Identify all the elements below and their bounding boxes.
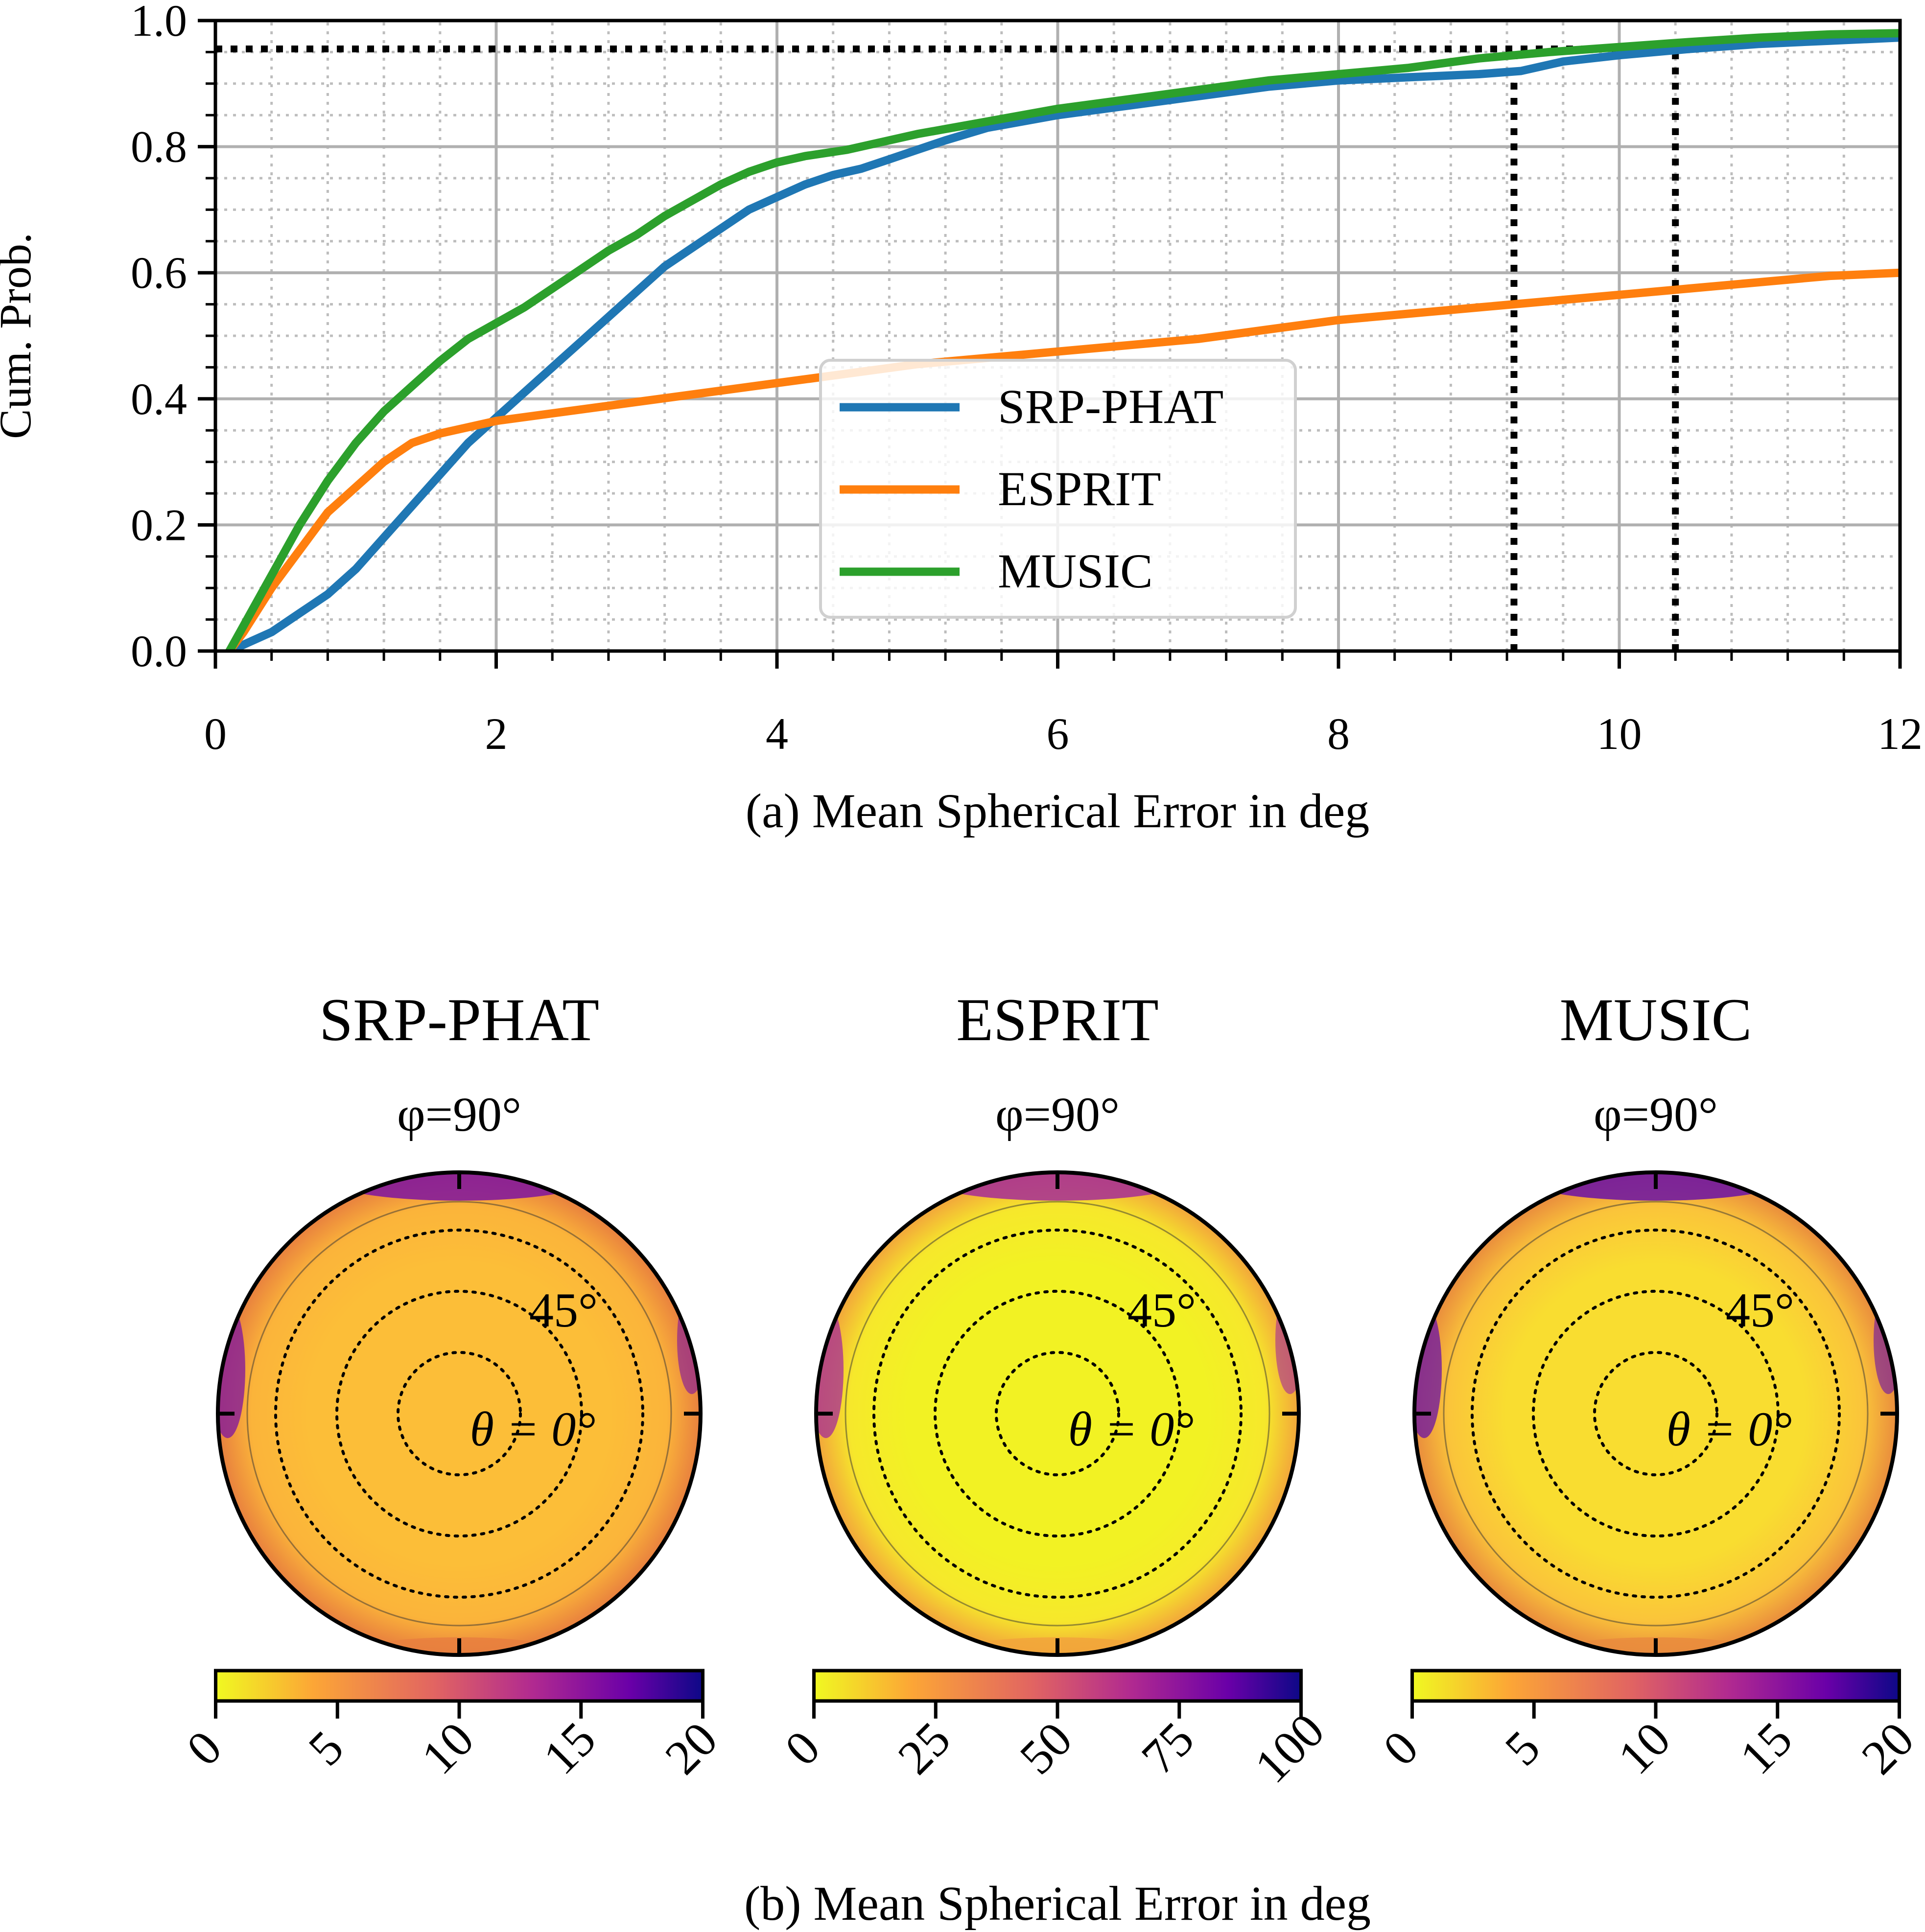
polar-heatmap xyxy=(218,1172,701,1655)
legend: SRP-PHAT ESPRIT MUSIC xyxy=(819,359,1297,619)
polar-ring-label: 45° xyxy=(1726,1283,1794,1337)
series-line-music xyxy=(225,29,1900,651)
hotspot-left xyxy=(1414,1301,1442,1438)
y-tick-labels: 0.0 0.2 0.4 0.6 0.8 1.0 xyxy=(131,0,187,676)
colorbar-tick-label: 20 xyxy=(655,1712,728,1785)
y-tick-label: 1.0 xyxy=(131,0,187,46)
polar-heatmap xyxy=(1414,1172,1897,1655)
legend-box xyxy=(819,359,1297,619)
polar-top-label: φ=90° xyxy=(995,1087,1120,1141)
colorbar-tick-label: 15 xyxy=(1729,1712,1802,1785)
polar-title: MUSIC xyxy=(1560,986,1752,1053)
legend-label: ESPRIT xyxy=(998,462,1161,516)
colorbar-tick-label: 0 xyxy=(176,1720,232,1776)
polar-ring-label: 45° xyxy=(1127,1283,1196,1337)
y-tick-label: 0.0 xyxy=(131,626,187,676)
polar-grid-ring xyxy=(995,1351,1120,1476)
polar-grid-ring xyxy=(934,1290,1181,1537)
x-tick-label: 0 xyxy=(204,709,227,759)
polar-center-label: θ = 0° xyxy=(1667,1402,1792,1456)
hotspot-right xyxy=(1874,1286,1897,1394)
y-tick-label: 0.8 xyxy=(131,122,187,172)
polar-x-label: (b) Mean Spherical Error in deg xyxy=(744,1876,1371,1931)
colorbar-tick-label: 10 xyxy=(411,1712,484,1785)
reference-lines xyxy=(215,45,1679,651)
y-tick-label: 0.2 xyxy=(131,500,187,550)
polar-grid-ring xyxy=(1593,1351,1718,1476)
series-line-srp-phat xyxy=(225,33,1900,651)
colorbar-tick-label: 20 xyxy=(1851,1712,1924,1785)
colorbar-tick-label: 75 xyxy=(1131,1712,1204,1785)
y-tick-label: 0.4 xyxy=(131,374,187,424)
x-axis-label: (a) Mean Spherical Error in deg xyxy=(746,784,1369,838)
polar-panels: SRP-PHAT φ=90° 45° θ = 0° 0 5 10 15 20 ESPRIT φ=90… xyxy=(176,986,1925,1793)
polar-grid-ring xyxy=(397,1351,522,1476)
polar-grid-ring xyxy=(872,1229,1243,1599)
polar-center-label: θ = 0° xyxy=(1068,1402,1194,1456)
hotspot-left xyxy=(218,1301,245,1438)
cdf-panel: 0 2 4 6 8 10 12 0.00.20.40.60.81.0 Cum. Prob. … xyxy=(0,0,1923,838)
polar-title: ESPRIT xyxy=(956,986,1158,1053)
x-tick-label: 4 xyxy=(766,709,788,759)
polar-heatmap xyxy=(816,1172,1299,1655)
polar-grid-ring xyxy=(1532,1290,1780,1537)
colorbar xyxy=(812,1669,1303,1703)
polar-plot-srp-phat: SRP-PHAT φ=90° 45° θ = 0° 0 5 10 15 20 xyxy=(176,986,728,1785)
x-tick-label: 10 xyxy=(1597,709,1642,759)
polar-plot-esprit: ESPRIT φ=90° 45° θ = 0° 0 25 50 75 100 xyxy=(775,986,1335,1793)
colorbar-tick-label: 0 xyxy=(775,1720,830,1776)
x-tick-label: 6 xyxy=(1047,709,1069,759)
legend-label: SRP-PHAT xyxy=(998,379,1223,434)
y-axis-label: Cum. Prob. xyxy=(0,233,40,439)
colorbar-tick-label: 100 xyxy=(1244,1703,1335,1793)
y-tick-label: 0.6 xyxy=(131,248,187,298)
colorbar-tick-label: 50 xyxy=(1009,1712,1082,1785)
polar-grid-ring xyxy=(335,1290,583,1537)
colorbar-tick-label: 0 xyxy=(1373,1720,1429,1776)
polar-center-label: θ = 0° xyxy=(470,1402,596,1456)
colorbar-tick-label: 15 xyxy=(533,1712,606,1785)
hotspot-right xyxy=(1275,1286,1299,1394)
colorbar-tick-label: 5 xyxy=(1495,1720,1550,1776)
legend-label: MUSIC xyxy=(998,544,1153,598)
x-tick-label: 8 xyxy=(1327,709,1350,759)
colorbar-tick-label: 5 xyxy=(298,1720,354,1776)
colorbar xyxy=(1410,1669,1901,1703)
contour-line xyxy=(1443,1201,1869,1627)
polar-plot-music: MUSIC φ=90° 45° θ = 0° 0 5 10 15 20 xyxy=(1373,986,1925,1785)
polar-ring-label: 45° xyxy=(529,1283,598,1337)
hotspot-right xyxy=(677,1286,701,1394)
colorbar xyxy=(214,1669,704,1703)
axis-ticks xyxy=(198,19,1902,669)
polar-top-label: φ=90° xyxy=(1594,1087,1718,1141)
polar-title: SRP-PHAT xyxy=(319,986,599,1053)
contour-line xyxy=(246,1201,672,1627)
polar-top-label: φ=90° xyxy=(397,1087,521,1141)
x-tick-label: 12 xyxy=(1878,709,1923,759)
polar-grid-ring xyxy=(1471,1229,1841,1599)
legend-entries: SRP-PHAT ESPRIT MUSIC xyxy=(840,379,1223,598)
colorbar-tick-label: 10 xyxy=(1608,1712,1681,1785)
x-tick-labels: 0 2 4 6 8 10 12 xyxy=(204,709,1923,759)
x-tick-label: 2 xyxy=(485,709,508,759)
hotspot-left xyxy=(816,1301,844,1438)
contour-line xyxy=(845,1201,1270,1627)
polar-grid-ring xyxy=(274,1229,644,1599)
colorbar-tick-label: 25 xyxy=(888,1712,961,1785)
